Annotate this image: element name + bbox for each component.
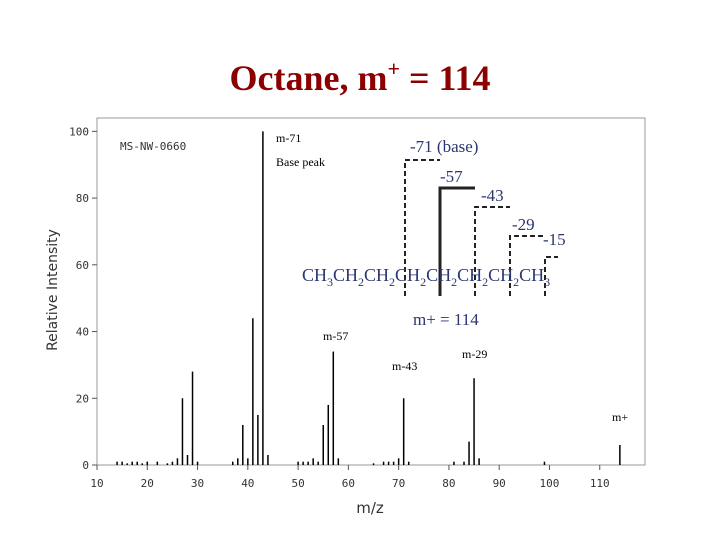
x-tick-label: 70 — [392, 477, 405, 490]
x-tick-label: 20 — [141, 477, 154, 490]
y-tick-label: 100 — [69, 125, 89, 138]
x-tick-label: 50 — [291, 477, 304, 490]
x-tick-label: 80 — [442, 477, 455, 490]
annotation: Base peak — [276, 155, 325, 169]
title-text: Octane, m — [229, 58, 387, 98]
title: Octane, m+ = 114 — [229, 56, 490, 98]
plot-frame — [96, 117, 646, 466]
title-text: = 114 — [400, 58, 491, 98]
annotation: m+ — [612, 410, 628, 424]
y-tick-label: 20 — [76, 392, 89, 405]
bracket — [544, 256, 558, 296]
formula-group: CH — [395, 265, 420, 285]
fragment-label: m+ = 114 — [413, 310, 479, 329]
formula-subscript: 2 — [451, 275, 457, 289]
bracket — [404, 159, 440, 296]
x-tick-label: 30 — [191, 477, 204, 490]
formula-subscript: 2 — [389, 275, 395, 289]
formula-group: CH — [333, 265, 358, 285]
formula-subscript: 2 — [482, 275, 488, 289]
fragment-label: -71 (base) — [410, 137, 478, 156]
bracket — [474, 206, 510, 296]
x-tick-label: 10 — [90, 477, 103, 490]
sample-id: MS-NW-0660 — [120, 140, 186, 153]
fragment-label: -29 — [512, 215, 535, 234]
annotation: m-43 — [392, 359, 417, 373]
y-tick-label: 80 — [76, 192, 89, 205]
formula-subscript: 3 — [544, 275, 550, 289]
fragment-label: -15 — [543, 230, 566, 249]
formula-subscript: 2 — [513, 275, 519, 289]
y-tick-label: 60 — [76, 259, 89, 272]
formula-subscript: 2 — [420, 275, 426, 289]
bracket — [509, 235, 545, 296]
y-tick-label: 0 — [82, 459, 89, 472]
formula-group: CH — [488, 265, 513, 285]
formula-group: CH — [519, 265, 544, 285]
formula-group: CH — [364, 265, 389, 285]
x-tick-label: 40 — [241, 477, 254, 490]
fragment-label: -43 — [481, 186, 504, 205]
annotation: m-29 — [462, 347, 487, 361]
x-tick-label: 110 — [590, 477, 610, 490]
fragment-brackets — [404, 159, 558, 296]
bracket — [438, 186, 475, 296]
fragment-label: -57 — [440, 167, 463, 186]
x-tick-label: 90 — [493, 477, 506, 490]
formula: CH3CH2CH2CH2CH2CH2CH2CH3 — [302, 265, 550, 289]
formula-group: CH — [457, 265, 482, 285]
x-axis-label: m/z — [356, 499, 384, 517]
formula-subscript: 3 — [327, 275, 333, 289]
x-tick-label: 60 — [342, 477, 355, 490]
y-axis-label: Relative Intensity — [45, 229, 61, 351]
y-tick-label: 40 — [76, 326, 89, 339]
formula-subscript: 2 — [358, 275, 364, 289]
x-tick-label: 100 — [540, 477, 560, 490]
annotation: m-57 — [323, 329, 348, 343]
formula-group: CH — [302, 265, 327, 285]
annotation: m-71 — [276, 131, 301, 145]
title-sup: + — [387, 56, 400, 81]
formula-group: CH — [426, 265, 451, 285]
